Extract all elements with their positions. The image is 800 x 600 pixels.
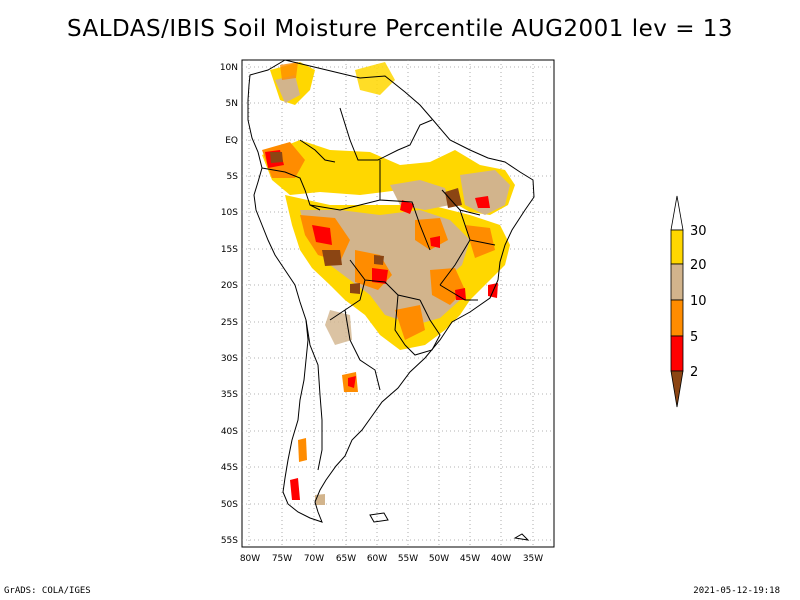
lat-label: EQ	[225, 136, 238, 146]
lat-label: 55S	[221, 536, 238, 546]
legend-label: 30	[690, 224, 707, 239]
percentile-shading	[262, 62, 515, 505]
footer-credit: GrADS: COLA/IGES	[4, 586, 91, 596]
legend-label: 20	[690, 258, 707, 273]
footer-timestamp: 2021-05-12-19:18	[693, 586, 780, 596]
lon-label: 45W	[460, 554, 480, 564]
lon-label: 70W	[304, 554, 324, 564]
lon-label: 75W	[272, 554, 292, 564]
legend-swatch-20to30	[670, 229, 684, 265]
legend-label: 2	[690, 365, 698, 380]
lat-label: 5N	[226, 99, 238, 109]
lon-label: 40W	[491, 554, 511, 564]
legend-label: 10	[690, 294, 707, 309]
legend-swatch-10to20	[670, 263, 684, 301]
lat-label: 50S	[221, 500, 238, 510]
map-title: SALDAS/IBIS Soil Moisture Percentile AUG…	[66, 16, 734, 42]
lon-label: 55W	[398, 554, 418, 564]
lat-label: 30S	[221, 354, 238, 364]
lat-label: 15S	[221, 245, 238, 255]
lon-label: 50W	[429, 554, 449, 564]
lat-label: 45S	[221, 463, 238, 473]
lon-label: 65W	[336, 554, 356, 564]
lon-labels: 80W 75W 70W 65W 60W 55W 50W 45W 40W 35W	[240, 554, 543, 564]
legend-swatch-above30	[670, 195, 684, 231]
lat-label: 20S	[221, 281, 238, 291]
lat-label: 10N	[220, 63, 238, 73]
lat-labels: 10N 5N EQ 5S 10S 15S 20S 25S 30S 35S 40S…	[220, 63, 238, 546]
continent-outline	[247, 59, 535, 541]
legend-swatch-below2	[670, 370, 684, 408]
legend-swatch-5to10	[670, 299, 684, 337]
lat-label: 40S	[221, 427, 238, 437]
colorbar-legend: 30 20 10 5 2	[670, 195, 707, 408]
lat-label: 25S	[221, 318, 238, 328]
legend-swatch-2to5	[670, 335, 684, 372]
legend-label: 5	[690, 330, 698, 345]
lon-label: 60W	[367, 554, 387, 564]
lat-label: 35S	[221, 390, 238, 400]
lon-label: 35W	[523, 554, 543, 564]
lat-label: 10S	[221, 208, 238, 218]
lat-label: 5S	[227, 172, 239, 182]
lon-label: 80W	[240, 554, 260, 564]
